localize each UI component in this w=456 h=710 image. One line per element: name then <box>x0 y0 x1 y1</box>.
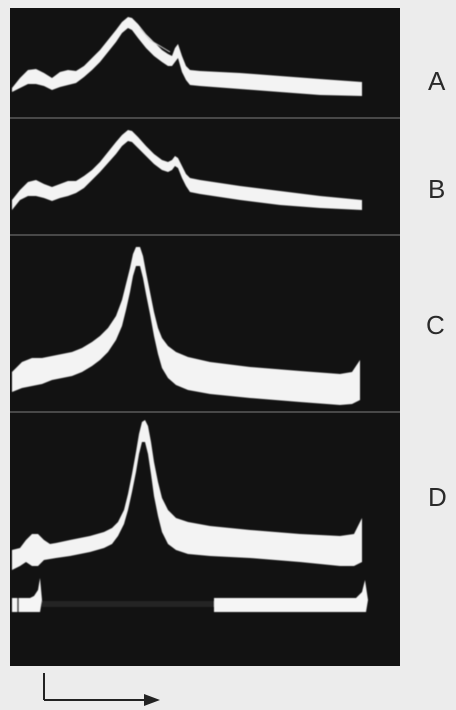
stimulus-trace <box>12 578 368 612</box>
trace-b <box>12 130 362 210</box>
panel-label-c: C <box>426 310 445 340</box>
panel-label-d: D <box>428 482 447 512</box>
photo-background <box>10 8 400 666</box>
trace-d <box>12 420 362 570</box>
time-and-amplitude-scale-arrow-icon <box>43 673 160 706</box>
panel-label-b: B <box>428 174 446 204</box>
trace-c <box>12 247 360 405</box>
panel-label-a: A <box>428 66 446 96</box>
trace-a <box>12 17 362 96</box>
